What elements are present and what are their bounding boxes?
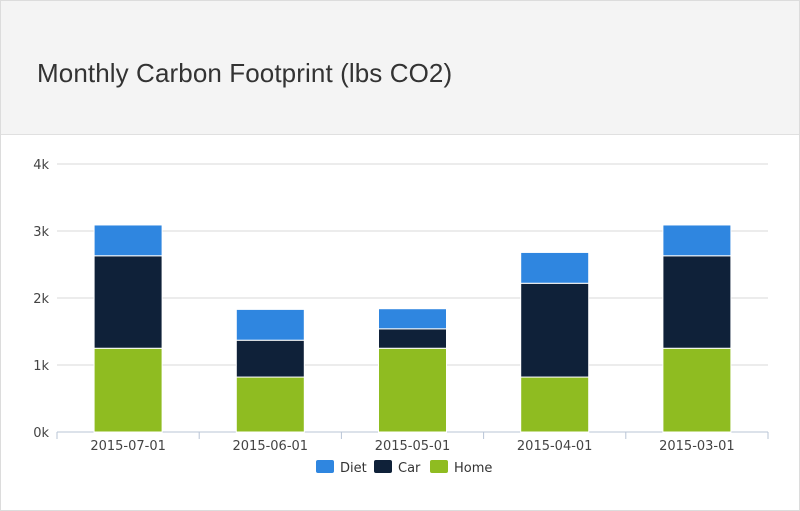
y-tick-label: 1k	[33, 359, 49, 374]
card-header: Monthly Carbon Footprint (lbs CO2)	[1, 1, 799, 135]
legend-label-car[interactable]: Car	[398, 461, 421, 476]
bar-segment-diet[interactable]	[520, 251, 590, 284]
legend-label-home[interactable]: Home	[454, 461, 492, 476]
y-tick-label: 2k	[33, 292, 49, 307]
x-tick-label: 2015-07-01	[90, 439, 166, 454]
bar-segment-diet[interactable]	[378, 308, 447, 330]
bar-segment-car[interactable]	[378, 328, 447, 349]
x-tick-label: 2015-05-01	[375, 439, 451, 454]
bar-segment-car[interactable]	[662, 255, 732, 349]
bar-segment-home[interactable]	[93, 347, 163, 433]
x-tick-label: 2015-06-01	[233, 439, 309, 454]
legend-swatch-home[interactable]	[430, 460, 448, 473]
legend-swatch-diet[interactable]	[316, 460, 334, 473]
y-tick-label: 0k	[33, 426, 49, 441]
bar-segment-home[interactable]	[235, 376, 305, 433]
bar-segment-home[interactable]	[662, 347, 732, 433]
bar-segment-car[interactable]	[93, 255, 163, 349]
bar-segment-car[interactable]	[520, 282, 590, 378]
x-tick-label: 2015-03-01	[659, 439, 735, 454]
bar-segment-car[interactable]	[235, 339, 305, 378]
bar-segment-diet[interactable]	[662, 224, 732, 257]
chart-title: Monthly Carbon Footprint (lbs CO2)	[37, 58, 453, 88]
legend-swatch-car[interactable]	[374, 460, 392, 473]
bar-segment-diet[interactable]	[235, 308, 305, 341]
y-tick-label: 4k	[33, 158, 49, 173]
bar-segment-home[interactable]	[520, 376, 590, 433]
x-tick-label: 2015-04-01	[517, 439, 593, 454]
y-tick-label: 3k	[33, 225, 49, 240]
legend-label-diet[interactable]: Diet	[340, 461, 367, 476]
stacked-bar-chart: 0k 1k 2k 3k 4k 2015-07-01 2015-06-01 2015-05-01…	[33, 158, 769, 476]
bar-segment-home[interactable]	[378, 347, 447, 433]
bar-segment-diet[interactable]	[93, 224, 163, 257]
